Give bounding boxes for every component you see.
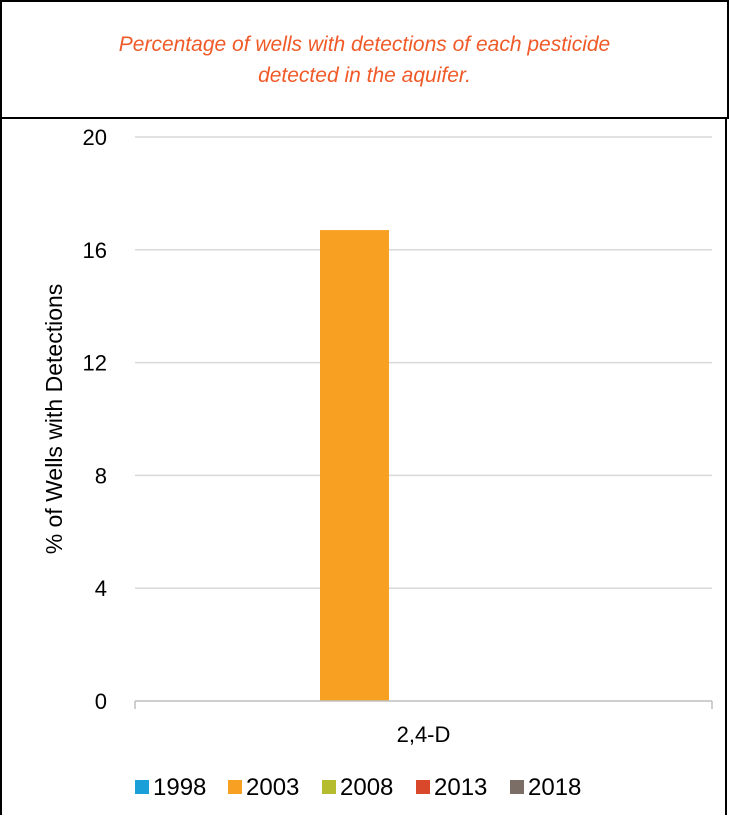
legend-swatch-1998 — [135, 780, 149, 794]
gridlines — [135, 137, 712, 588]
y-tick-label: 20 — [83, 125, 107, 150]
legend-label-2008: 2008 — [340, 774, 393, 801]
chart-title: Percentage of wells with detections of e… — [105, 29, 625, 91]
y-tick-labels: 0 4 8 12 16 20 — [83, 125, 107, 714]
chart-title-box: Percentage of wells with detections of e… — [0, 0, 729, 119]
chart-svg: 0 4 8 12 16 20 2,4-D % of Wells with Detectio… — [0, 119, 729, 817]
bar-2003 — [320, 230, 389, 701]
legend-label-2013: 2013 — [434, 774, 487, 801]
y-axis-title: % of Wells with Detections — [41, 284, 67, 555]
x-tick-label: 2,4-D — [397, 722, 451, 747]
x-axis: 2,4-D — [135, 701, 712, 747]
legend-swatch-2008 — [322, 780, 336, 794]
y-tick-label: 16 — [83, 238, 107, 263]
legend-swatch-2003 — [228, 780, 242, 794]
legend-swatch-2018 — [510, 780, 524, 794]
legend-label-2003: 2003 — [246, 774, 299, 801]
legend-swatch-2013 — [416, 780, 430, 794]
y-tick-label: 12 — [83, 351, 107, 376]
y-tick-label: 8 — [95, 463, 107, 488]
legend-label-2018: 2018 — [528, 774, 581, 801]
y-tick-label: 0 — [95, 689, 107, 714]
bars — [320, 230, 389, 701]
y-tick-label: 4 — [95, 576, 107, 601]
legend: 1998 2003 2008 2013 2018 — [135, 774, 581, 801]
legend-label-1998: 1998 — [153, 774, 206, 801]
